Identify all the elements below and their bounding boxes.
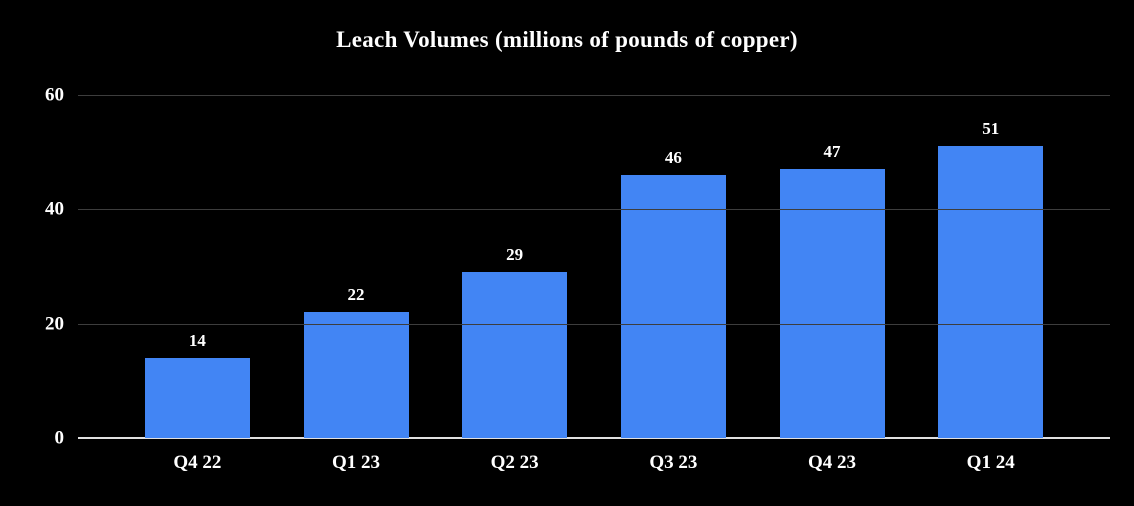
bar-column: 22 <box>277 95 436 438</box>
gridline <box>78 209 1110 211</box>
bar-q2-23 <box>462 272 568 438</box>
x-axis-labels: Q4 22 Q1 23 Q2 23 Q3 23 Q4 23 Q1 24 <box>118 452 1070 474</box>
x-axis-tick-label: Q4 22 <box>173 452 222 473</box>
y-axis-tick-label: 40 <box>45 198 64 220</box>
bar-q1-23 <box>303 312 409 438</box>
bar-q4-23 <box>779 169 885 438</box>
bar-value-label: 47 <box>823 142 841 162</box>
bar-q3-23 <box>620 175 726 438</box>
x-axis-tick-label: Q2 23 <box>490 452 539 473</box>
y-axis-tick-label: 60 <box>45 84 64 106</box>
x-axis-tick-label: Q1 24 <box>966 452 1015 473</box>
x-axis-tick-label: Q4 23 <box>808 452 857 473</box>
gridline <box>78 323 1110 325</box>
bar-q1-24 <box>938 146 1044 438</box>
bar-value-label: 22 <box>347 285 365 305</box>
bar-value-label: 14 <box>188 330 206 350</box>
bar-column: 14 <box>118 95 277 438</box>
y-axis-tick-label: 20 <box>45 313 64 335</box>
bar-value-label: 46 <box>664 148 682 168</box>
y-axis-tick-label: 0 <box>54 427 65 449</box>
bars: 14 22 29 46 47 51 <box>118 95 1070 438</box>
bar-column: 29 <box>435 95 594 438</box>
chart-title: Leach Volumes (millions of pounds of cop… <box>336 27 798 52</box>
gridline <box>78 95 1110 96</box>
bar-column: 46 <box>594 95 753 438</box>
x-axis-tick-label: Q1 23 <box>331 452 381 473</box>
bar-value-label: 29 <box>506 245 524 265</box>
x-axis-line <box>78 437 1110 439</box>
bar-q4-22 <box>144 357 250 438</box>
plot-area: 14 22 29 46 47 51 0 20 40 60 <box>45 86 1110 448</box>
x-axis-tick-label: Q3 23 <box>649 452 698 473</box>
bar-value-label: 51 <box>982 119 1000 139</box>
bar-column: 51 <box>911 95 1070 438</box>
bar-column: 47 <box>753 95 912 438</box>
